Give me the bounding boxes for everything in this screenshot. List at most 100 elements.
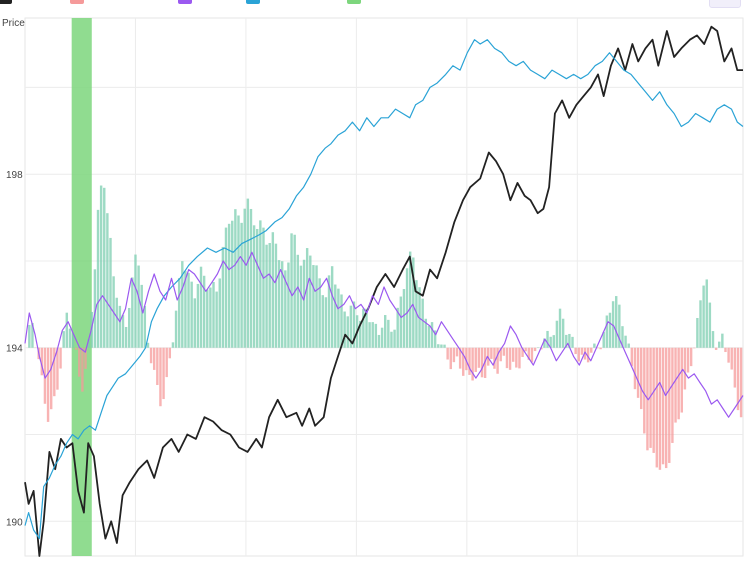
histogram-bar xyxy=(502,347,506,356)
histogram-bar xyxy=(78,347,81,377)
histogram-bar xyxy=(177,278,181,348)
histogram-bar xyxy=(661,347,665,465)
histogram-bar xyxy=(696,317,699,348)
histogram-bar xyxy=(736,347,740,411)
histogram-bar xyxy=(524,347,527,352)
histogram-bar xyxy=(246,198,250,348)
histogram-bar xyxy=(31,322,34,348)
histogram-bar xyxy=(727,347,730,363)
histogram-bar xyxy=(683,347,687,390)
histogram-bar xyxy=(343,311,346,348)
histogram-bar xyxy=(96,209,100,348)
histogram-bar xyxy=(739,347,743,418)
histogram-bar xyxy=(243,208,246,348)
histogram-bar xyxy=(87,338,90,348)
histogram-bar xyxy=(271,232,275,348)
histogram-bar xyxy=(643,347,646,434)
histogram-bar xyxy=(399,296,403,348)
histogram-bar xyxy=(168,347,172,359)
histogram-bar xyxy=(490,347,493,359)
histogram-bar xyxy=(71,333,75,348)
histogram-bar xyxy=(221,246,225,348)
histogram-bar xyxy=(274,243,278,348)
histogram-bar xyxy=(440,344,443,348)
histogram-bar xyxy=(633,347,637,390)
histogram-bar xyxy=(515,347,518,368)
histogram-bar xyxy=(290,233,293,348)
histogram-bar xyxy=(380,327,384,348)
histogram-bar xyxy=(652,347,655,453)
histogram-bar xyxy=(540,347,543,350)
histogram-bar xyxy=(602,331,605,348)
histogram-bar xyxy=(124,326,128,348)
histogram-bar xyxy=(187,272,190,348)
histogram-bar xyxy=(99,185,103,348)
y-tick-label: 198 xyxy=(6,170,23,181)
histogram-bar xyxy=(424,318,428,348)
legend-chip-pink[interactable] xyxy=(70,0,84,4)
legend-chip-blue[interactable] xyxy=(246,0,260,4)
series-lines-layer xyxy=(24,25,744,557)
histogram-bar xyxy=(396,307,399,348)
legend-chip-green[interactable] xyxy=(347,0,361,4)
highlight-band xyxy=(71,18,92,556)
histogram-bar xyxy=(84,347,87,369)
histogram-bar xyxy=(721,333,724,348)
legend-chip-purple[interactable] xyxy=(178,0,192,4)
histogram-bar xyxy=(636,347,640,398)
histogram-bar xyxy=(268,243,271,348)
toolbar-button[interactable] xyxy=(709,0,741,8)
histogram-bar xyxy=(259,220,262,348)
histogram-bar xyxy=(583,347,587,360)
histogram-bar xyxy=(474,347,477,372)
histogram-bar xyxy=(196,283,200,348)
histogram-bar xyxy=(330,266,334,348)
histogram-bar xyxy=(546,330,549,348)
histogram-bar xyxy=(324,297,328,348)
histogram-bar xyxy=(140,284,143,348)
histogram-bar xyxy=(349,305,353,348)
histogram-bar xyxy=(374,323,378,348)
histogram-bar xyxy=(115,297,118,348)
histogram-bar xyxy=(452,347,456,363)
histogram-bar xyxy=(81,347,84,392)
histogram-bar xyxy=(580,347,584,355)
histogram-bar xyxy=(561,318,565,348)
histogram-bar xyxy=(93,269,97,348)
histogram-bar xyxy=(624,335,627,348)
histogram-bar xyxy=(131,277,134,348)
histogram-bar xyxy=(149,347,153,364)
histogram-bar xyxy=(302,259,306,348)
histogram-bar xyxy=(405,268,409,348)
histogram-bar xyxy=(724,347,727,353)
histogram-bar xyxy=(680,347,683,413)
histogram-bar xyxy=(552,335,555,348)
legend-chip-black[interactable] xyxy=(0,0,12,4)
histogram-bar xyxy=(449,347,452,370)
histogram-bar xyxy=(181,261,184,348)
histogram-bar xyxy=(284,270,287,348)
histogram-bar xyxy=(134,254,137,348)
histogram-bar xyxy=(215,291,218,348)
histogram-bar xyxy=(174,310,178,348)
histogram-bar xyxy=(521,347,524,357)
series-line-2 xyxy=(24,251,744,418)
histogram-bar xyxy=(156,347,159,386)
histogram-bar xyxy=(334,284,337,348)
histogram-bar xyxy=(137,265,140,348)
histogram-bar xyxy=(231,220,234,348)
histogram-bar xyxy=(480,347,484,378)
histogram-bar xyxy=(296,254,300,348)
histogram-bar xyxy=(184,271,187,348)
histogram-bar xyxy=(677,347,680,420)
histogram-bar xyxy=(28,324,31,348)
histogram-bar xyxy=(465,347,468,371)
histogram-bar xyxy=(106,213,109,348)
histogram-bar xyxy=(202,275,206,348)
histogram-bar xyxy=(508,347,512,370)
histogram-bar xyxy=(699,300,702,348)
histogram-bar xyxy=(549,336,552,348)
histogram-bar xyxy=(627,343,630,348)
histogram-bar xyxy=(327,275,331,348)
